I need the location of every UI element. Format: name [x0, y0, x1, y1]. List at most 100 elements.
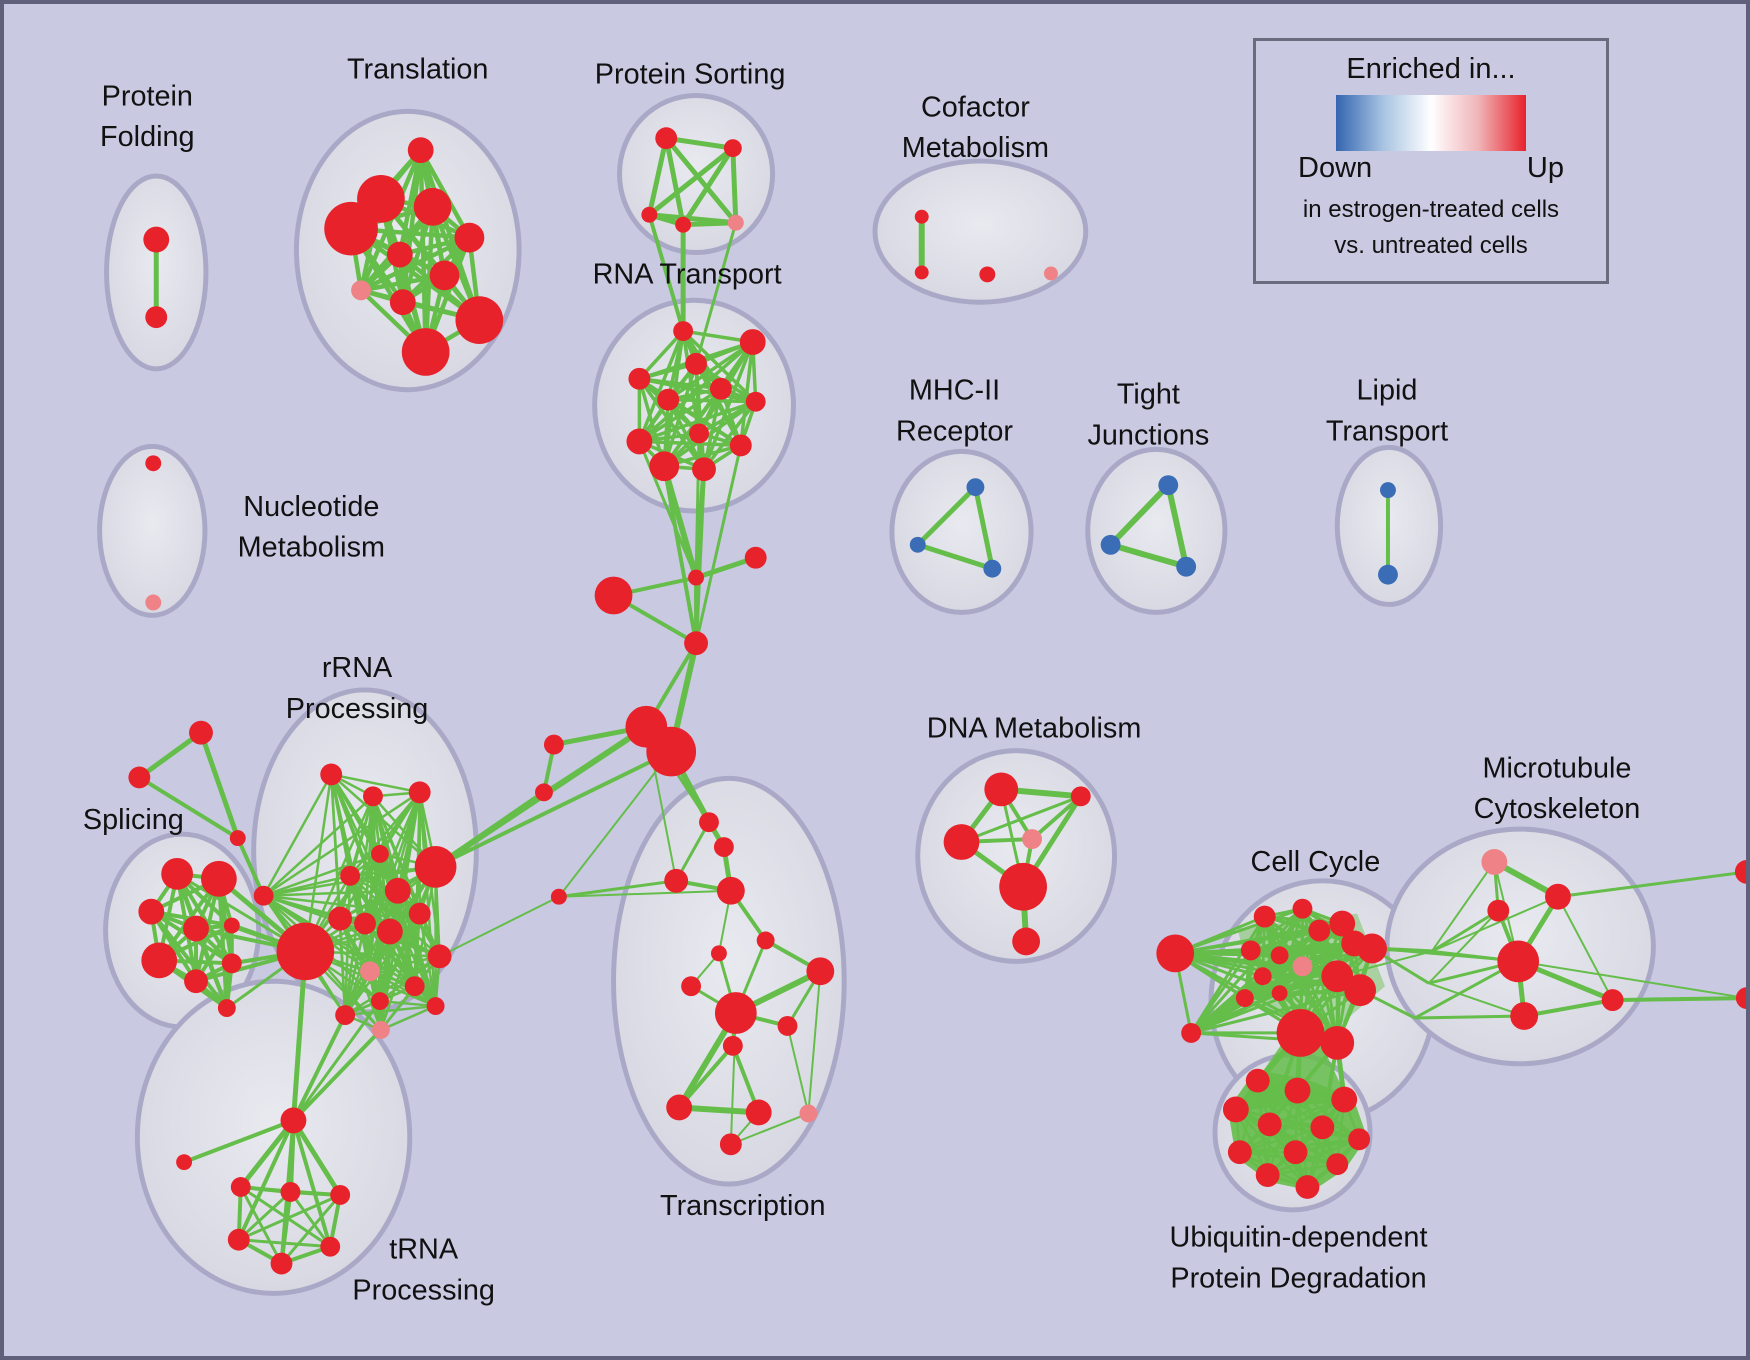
cell-cycle-node[interactable] [1292, 956, 1313, 977]
rrna-processing-node[interactable] [427, 944, 452, 969]
translation-node[interactable] [351, 280, 371, 301]
nucleotide-metabolism-node[interactable] [145, 455, 162, 472]
trna-processing-node[interactable] [280, 1107, 307, 1134]
rna-transport-node[interactable] [685, 352, 707, 375]
splicing-node[interactable] [221, 953, 242, 974]
rna-transport-node[interactable] [729, 434, 752, 457]
rrna-processing-node[interactable] [340, 865, 361, 886]
cell-cycle-node[interactable] [1240, 940, 1261, 961]
lipid-transport-node[interactable] [1378, 564, 1398, 585]
cofactor-metabolism-node[interactable] [914, 209, 929, 224]
rrna-processing-node[interactable] [320, 763, 343, 786]
splicing-node[interactable] [161, 857, 194, 890]
trna-processing-node[interactable] [320, 1236, 341, 1257]
connector-nodes-node[interactable] [646, 726, 697, 777]
cell-cycle-node[interactable] [1329, 910, 1356, 937]
transcription-node[interactable] [681, 976, 702, 997]
cell-cycle-node[interactable] [1156, 934, 1195, 973]
rna-transport-node[interactable] [626, 428, 653, 455]
microtubule-cytoskeleton-node[interactable] [1510, 1002, 1539, 1030]
ubiquitin-protein-degradation-node[interactable] [1284, 1077, 1311, 1104]
connector-nodes-node[interactable] [535, 783, 553, 802]
tight-junctions-node[interactable] [1100, 534, 1121, 555]
cofactor-metabolism-node[interactable] [979, 266, 996, 283]
microtubule-cytoskeleton-node[interactable] [1487, 899, 1510, 922]
transcription-node[interactable] [713, 837, 734, 857]
transcription-node[interactable] [664, 868, 689, 893]
trna-processing-node[interactable] [270, 1252, 293, 1275]
trna-processing-node[interactable] [227, 1228, 250, 1251]
transcription-node[interactable] [722, 1035, 743, 1056]
translation-node[interactable] [389, 289, 416, 316]
dna-metabolism-node[interactable] [943, 824, 980, 860]
translation-node[interactable] [401, 328, 450, 376]
clipped-right-nodes-node[interactable] [1734, 859, 1746, 884]
transcription-node[interactable] [714, 992, 757, 1034]
transcription-node[interactable] [806, 957, 835, 986]
rrna-processing-node[interactable] [404, 976, 425, 997]
cofactor-metabolism-node[interactable] [914, 265, 929, 280]
rna-transport-node[interactable] [628, 367, 651, 390]
rrna-processing-node[interactable] [426, 997, 445, 1016]
rrna-processing-node[interactable] [371, 1020, 390, 1039]
cell-cycle-node[interactable] [1292, 898, 1313, 919]
transcription-node[interactable] [799, 1104, 818, 1123]
tight-junctions-node[interactable] [1158, 475, 1179, 496]
rna-transport-node[interactable] [657, 388, 680, 411]
splicing-node[interactable] [141, 942, 178, 979]
connector-nodes-node[interactable] [229, 830, 246, 847]
trna-processing-node[interactable] [330, 1185, 351, 1205]
rrna-processing-node[interactable] [414, 846, 457, 888]
dna-metabolism-node[interactable] [1070, 786, 1091, 807]
protein-sorting-node[interactable] [723, 139, 742, 158]
rrna-processing-node[interactable] [370, 845, 389, 863]
ubiquitin-protein-degradation-node[interactable] [1326, 1153, 1349, 1176]
translation-node[interactable] [429, 260, 460, 291]
ubiquitin-protein-degradation-node[interactable] [1222, 1096, 1249, 1123]
cell-cycle-node[interactable] [1181, 1022, 1202, 1043]
ubiquitin-protein-degradation-node[interactable] [1310, 1115, 1335, 1140]
rna-transport-node[interactable] [745, 391, 766, 412]
translation-node[interactable] [413, 187, 452, 226]
mhc-ii-receptor-node[interactable] [966, 478, 985, 497]
rrna-processing-node[interactable] [376, 918, 403, 945]
ubiquitin-protein-degradation-node[interactable] [1227, 1140, 1252, 1165]
microtubule-cytoskeleton-node[interactable] [1601, 989, 1624, 1012]
ubiquitin-protein-degradation-node[interactable] [1245, 1068, 1270, 1093]
tight-junctions-node[interactable] [1176, 556, 1197, 577]
transcription-node[interactable] [777, 1016, 798, 1036]
ubiquitin-protein-degradation-node[interactable] [1255, 1163, 1280, 1187]
mhc-ii-receptor-node[interactable] [909, 536, 926, 553]
splicing-node[interactable] [183, 915, 209, 942]
rna-transport-node[interactable] [673, 321, 694, 342]
translation-node[interactable] [407, 137, 434, 164]
rrna-processing-node[interactable] [360, 961, 380, 982]
protein-folding-node[interactable] [145, 306, 168, 329]
splicing-node[interactable] [200, 860, 237, 897]
dna-metabolism-node[interactable] [1022, 829, 1043, 849]
lipid-transport-node[interactable] [1380, 482, 1396, 499]
cell-cycle-node[interactable] [1235, 989, 1254, 1008]
cell-cycle-node[interactable] [1276, 1009, 1325, 1057]
protein-sorting-node[interactable] [655, 127, 678, 150]
translation-node[interactable] [454, 222, 485, 253]
cell-cycle-node[interactable] [1344, 974, 1377, 1007]
trna-processing-node[interactable] [230, 1177, 251, 1197]
clipped-right-nodes-node[interactable] [1735, 987, 1746, 1010]
transcription-node[interactable] [745, 1099, 772, 1126]
connector-nodes-node[interactable] [189, 720, 213, 745]
ubiquitin-protein-degradation-node[interactable] [1348, 1128, 1371, 1151]
rna-transport-node[interactable] [739, 329, 766, 355]
cell-cycle-node[interactable] [1253, 905, 1276, 928]
connector-nodes-node[interactable] [594, 576, 633, 615]
dna-metabolism-node[interactable] [999, 862, 1047, 911]
connector-nodes-node[interactable] [128, 766, 151, 789]
transcription-node[interactable] [716, 876, 745, 905]
rrna-processing-node[interactable] [253, 885, 274, 906]
ubiquitin-protein-degradation-node[interactable] [1257, 1112, 1282, 1137]
rna-transport-node[interactable] [649, 451, 680, 482]
protein-sorting-node[interactable] [727, 214, 744, 231]
transcription-node[interactable] [550, 888, 567, 905]
dna-metabolism-node[interactable] [1012, 927, 1041, 956]
nucleotide-metabolism-node[interactable] [145, 594, 162, 611]
